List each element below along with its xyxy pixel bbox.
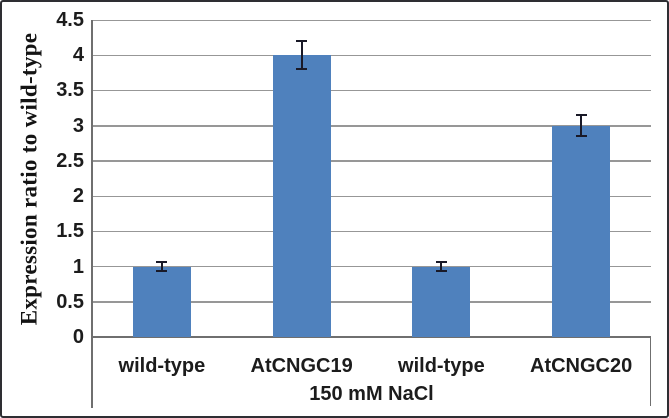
y-tick-label: 3.5	[56, 79, 84, 102]
error-bar-cap-bottom	[575, 135, 587, 138]
gridline	[92, 160, 651, 162]
y-tick-label: 0.5	[56, 290, 84, 313]
bar	[552, 125, 611, 337]
y-tick-label: 4.5	[56, 9, 84, 31]
y-tick-label: 3	[72, 114, 84, 137]
y-axis-line	[91, 20, 93, 408]
right-boundary-line	[650, 337, 652, 406]
gridline	[92, 336, 651, 338]
y-axis-title: Expression ratio to wild-type	[8, 20, 50, 337]
x-axis-group-label: 150 mM NaCl	[309, 383, 434, 405]
gridline	[92, 19, 651, 21]
error-bar-cap-bottom	[156, 269, 168, 272]
gridline	[92, 89, 651, 92]
y-tick-label: 2.5	[56, 149, 84, 172]
error-bar-cap-top	[435, 261, 447, 264]
bar	[412, 266, 471, 337]
error-bar	[300, 41, 303, 70]
category-label: wild-type	[118, 355, 206, 377]
y-tick-label: 0	[72, 326, 84, 348]
y-axis-title-text: Expression ratio to wild-type	[16, 32, 41, 325]
category-label: AtCNGC19	[250, 355, 353, 377]
error-bar-cap-bottom	[435, 269, 447, 272]
error-bar-cap-top	[575, 114, 587, 117]
error-bar-cap-top	[156, 261, 168, 264]
error-bar-cap-bottom	[296, 68, 308, 71]
gridline	[92, 195, 651, 197]
y-tick-label: 1.5	[56, 220, 84, 243]
error-bar	[580, 115, 583, 137]
error-bar	[440, 262, 443, 271]
y-tick-label: 4	[72, 44, 84, 67]
category-label: AtCNGC20	[530, 355, 633, 377]
gridline	[92, 230, 651, 233]
bar	[132, 266, 191, 337]
category-label: wild-type	[398, 355, 485, 377]
gridline	[92, 301, 651, 303]
gridline	[92, 125, 651, 127]
error-bar	[160, 262, 163, 271]
gridline	[92, 266, 651, 268]
category-labels: wild-type AtCNGC19 wild-type AtCNGC20	[92, 352, 651, 380]
y-tick-label: 2	[72, 185, 84, 208]
error-bar-cap-top	[296, 40, 308, 43]
bar	[272, 55, 331, 337]
gridline	[92, 54, 651, 57]
y-tick-label: 1	[72, 255, 84, 278]
